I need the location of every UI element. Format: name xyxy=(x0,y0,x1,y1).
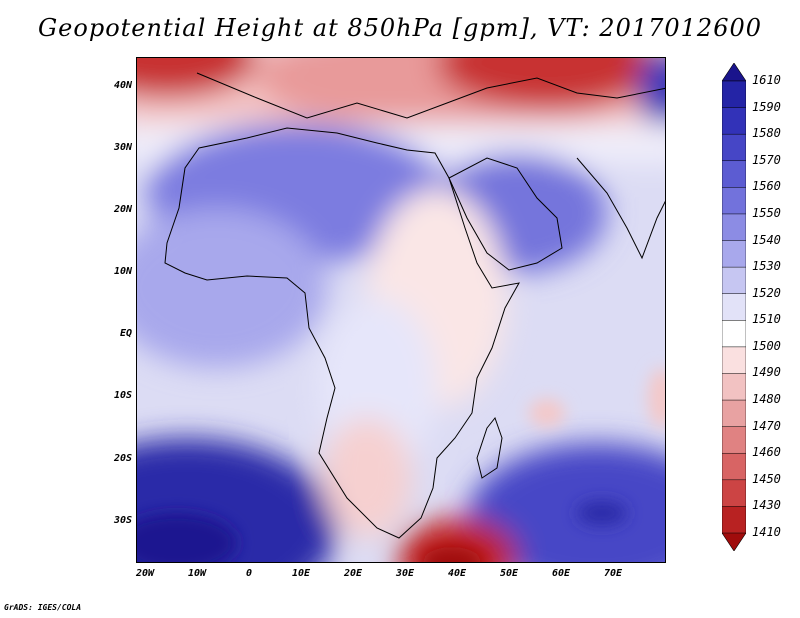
colorbar-bin xyxy=(722,293,746,322)
colorbar-bin xyxy=(722,479,746,508)
grads-credit: GrADS: IGES/COLA xyxy=(4,603,82,612)
colorbar-bin xyxy=(722,107,746,135)
colorbar-label: 1510 xyxy=(752,312,781,327)
colorbar-label: 1490 xyxy=(752,365,781,380)
colorbar-bin xyxy=(722,80,746,109)
colorbar-label: 1530 xyxy=(752,259,781,274)
colorbar-label: 1430 xyxy=(752,498,781,513)
lon-label: 40E xyxy=(447,568,467,579)
colorbar-label: 1590 xyxy=(752,99,781,114)
lat-label: 30S xyxy=(113,515,132,526)
lon-label: 20E xyxy=(343,568,363,579)
colorbar-label: 1460 xyxy=(752,445,781,460)
north-edge-low-east xyxy=(437,58,657,108)
colorbar-label: 1580 xyxy=(752,126,781,141)
lon-label: 50E xyxy=(499,568,519,579)
colorbar-bin xyxy=(722,399,746,428)
colorbar-bin xyxy=(722,213,746,242)
colorbar-label: 1480 xyxy=(752,392,781,407)
colorbar-bin xyxy=(722,452,746,481)
lat-label: 10S xyxy=(113,390,132,401)
ne-corner-high xyxy=(637,58,665,128)
colorbar-bin xyxy=(722,240,746,268)
lat-label: 20N xyxy=(113,204,132,215)
colorbar-bin xyxy=(722,506,746,534)
coastlines xyxy=(164,72,665,539)
colorbar-label: 1540 xyxy=(752,232,781,247)
mozambique-channel-low xyxy=(397,518,517,562)
colorbar-bin xyxy=(722,373,746,401)
europe-coastline xyxy=(196,72,665,119)
lat-label: 20S xyxy=(113,453,132,464)
colorbar-label: 1450 xyxy=(752,471,781,486)
colorbar-bin xyxy=(722,426,746,454)
colorbar-label: 1570 xyxy=(752,152,781,167)
africa-coastline xyxy=(164,127,520,539)
lon-label: 10E xyxy=(291,568,311,579)
colorbar-label: 1550 xyxy=(752,205,781,220)
southwest-core xyxy=(137,513,237,562)
colorbar-bin xyxy=(722,346,746,375)
arabia-coastline xyxy=(448,157,563,271)
madagascar-coastline xyxy=(476,416,503,479)
south-indian-high xyxy=(467,443,665,562)
colorbar-bin xyxy=(722,320,746,348)
colorbar-label: 1560 xyxy=(752,179,781,194)
lat-label: 10N xyxy=(113,266,132,277)
colorbar-label: 1500 xyxy=(752,338,781,353)
indian-ocean-pink xyxy=(529,399,565,427)
lon-label: 70E xyxy=(603,568,623,579)
map-plot-area xyxy=(136,57,666,563)
colorbar-label: 1610 xyxy=(752,73,781,87)
lon-label: 0 xyxy=(245,568,253,579)
east-edge-pink xyxy=(648,368,665,428)
lon-label: 60E xyxy=(551,568,571,579)
colorbar xyxy=(722,63,746,551)
map-title: Geopotential Height at 850hPa [gpm], VT:… xyxy=(38,14,762,42)
colorbar-bin xyxy=(722,160,746,189)
lon-label: 30E xyxy=(395,568,415,579)
colorbar-bin xyxy=(722,187,746,215)
colorbar-label: 1470 xyxy=(752,418,781,433)
colorbar-bin xyxy=(722,133,746,162)
lon-label: 20W xyxy=(135,568,155,579)
south-africa-low xyxy=(322,418,412,538)
west-africa-high xyxy=(137,208,327,368)
lat-label: 30N xyxy=(113,142,132,153)
colorbar-bottom-arrow xyxy=(722,532,746,551)
south-indian-core xyxy=(577,501,627,525)
colorbar-label: 1410 xyxy=(752,525,781,539)
lon-label: 10W xyxy=(187,568,207,579)
geopotential-field xyxy=(137,58,665,562)
north-edge-low-west xyxy=(137,58,257,98)
colorbar-top-arrow xyxy=(722,63,746,82)
lat-label: EQ xyxy=(119,328,132,339)
india-coastline xyxy=(576,157,665,260)
lat-label: 40N xyxy=(113,80,132,91)
mozambique-core xyxy=(422,547,482,562)
colorbar-bin xyxy=(722,266,746,295)
colorbar-label: 1520 xyxy=(752,285,781,300)
